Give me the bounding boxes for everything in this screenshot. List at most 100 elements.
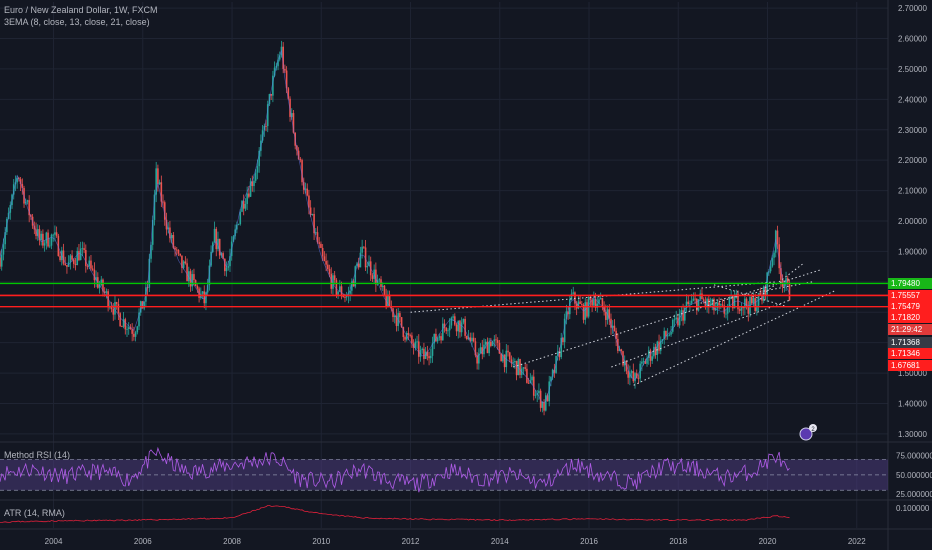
candle-body <box>665 330 667 337</box>
candle-body <box>563 318 566 343</box>
candle-body <box>538 390 540 394</box>
price-axis-tick: 2.40000 <box>898 95 927 104</box>
candle-body <box>42 233 44 246</box>
candle-body <box>450 317 453 326</box>
candle-body <box>229 256 231 267</box>
candle-body <box>417 341 420 357</box>
candle-body <box>716 302 719 309</box>
candle-body <box>402 327 405 338</box>
candle-body <box>148 258 151 288</box>
candle-body <box>697 299 700 311</box>
candle-body <box>785 278 787 285</box>
candle-body <box>165 219 168 230</box>
time-axis-tick: 2022 <box>848 537 866 546</box>
candle-body <box>613 325 616 331</box>
candle-body <box>771 257 774 267</box>
candle-body <box>368 261 370 267</box>
price-tag[interactable]: 1.75557 <box>888 290 932 301</box>
candle-body <box>750 296 753 304</box>
candle-body <box>407 332 410 335</box>
candle-body <box>720 304 722 306</box>
candle-body <box>366 266 369 268</box>
candle-body <box>50 234 53 246</box>
candle-body <box>208 265 211 286</box>
candle-body <box>503 354 506 368</box>
candle-body <box>651 356 653 361</box>
candle-body <box>696 298 698 311</box>
candle-body <box>656 341 659 355</box>
candle-body <box>481 347 484 355</box>
price-tag[interactable]: 1.67681 <box>888 360 932 371</box>
candle-body <box>440 336 442 341</box>
candle-body <box>457 320 460 332</box>
candle-body <box>64 263 67 266</box>
time-axis-tick: 2008 <box>223 537 241 546</box>
candle-body <box>12 184 15 195</box>
price-tag[interactable]: 1.79480 <box>888 278 932 289</box>
candle-body <box>131 329 133 334</box>
candle-body <box>297 150 300 160</box>
candle-body <box>215 228 218 250</box>
price-axis[interactable]: 2.70000 2.60000 2.50000 2.40000 2.30000 2.200… <box>898 4 927 439</box>
atr-indicator-label[interactable]: ATR (14, RMA) <box>4 508 65 518</box>
candle-body <box>88 260 91 267</box>
candle-body <box>93 269 96 281</box>
candle-body <box>673 319 676 321</box>
candle-body <box>464 318 466 336</box>
horizontal-levels <box>0 282 888 308</box>
price-tag[interactable]: 1.71820 <box>888 312 932 323</box>
candle-body <box>694 298 696 300</box>
candle-body <box>409 334 411 336</box>
candle-body <box>172 235 175 248</box>
candle-body <box>357 263 360 268</box>
rsi-indicator-label[interactable]: Method RSI (14) <box>4 450 71 460</box>
candle-body <box>349 290 351 294</box>
candle-body <box>201 291 204 294</box>
candle-body <box>534 394 537 396</box>
price-axis-tick: 1.90000 <box>898 247 927 256</box>
candle-body <box>143 301 145 309</box>
candle-body <box>66 265 68 267</box>
candle-body <box>786 278 789 283</box>
candle-body <box>426 351 429 357</box>
candle-body <box>33 225 36 230</box>
price-tag[interactable]: 21:29:42 <box>888 324 932 335</box>
price-tag[interactable]: 1.71368 <box>888 337 932 348</box>
candle-body <box>361 246 363 253</box>
candle-body <box>256 166 259 173</box>
candle-body <box>414 341 417 348</box>
candle-body <box>72 259 75 264</box>
time-axis[interactable]: 2004 2006 2008 2010 2012 2014 2016 2018 2020 2022 <box>45 537 867 546</box>
candle-body <box>723 305 726 314</box>
candle-body <box>718 302 720 306</box>
candle-body <box>163 202 166 220</box>
candle-body <box>292 113 295 133</box>
ema-indicator-label[interactable]: 3EMA (8, close, 13, close, 21, close) <box>4 17 150 27</box>
candle-body <box>642 361 645 362</box>
symbol-title[interactable]: Euro / New Zealand Dollar, 1W, FXCM <box>4 5 158 15</box>
candle-body <box>543 402 545 411</box>
candle-body <box>627 371 629 378</box>
candle-body <box>254 172 257 181</box>
price-tag[interactable]: 1.71346 <box>888 348 932 359</box>
candle-body <box>589 296 592 300</box>
candle-body <box>551 369 554 377</box>
candle-body <box>445 327 448 332</box>
candle-body <box>594 299 597 308</box>
candle-body <box>115 302 118 304</box>
candle-body <box>85 249 87 266</box>
event-badge[interactable]: 2 <box>799 424 817 441</box>
candle-body <box>0 254 3 267</box>
candle-body <box>90 260 92 269</box>
candle-body <box>206 285 209 293</box>
candle-body <box>666 335 669 337</box>
candle-body <box>647 350 650 358</box>
candle-body <box>28 200 30 216</box>
price-tag[interactable]: 1.75479 <box>888 301 932 312</box>
candle-body <box>421 348 424 351</box>
candle-body <box>181 255 183 268</box>
candle-body <box>151 219 154 245</box>
candle-body <box>637 378 640 379</box>
candle-body <box>774 230 777 253</box>
